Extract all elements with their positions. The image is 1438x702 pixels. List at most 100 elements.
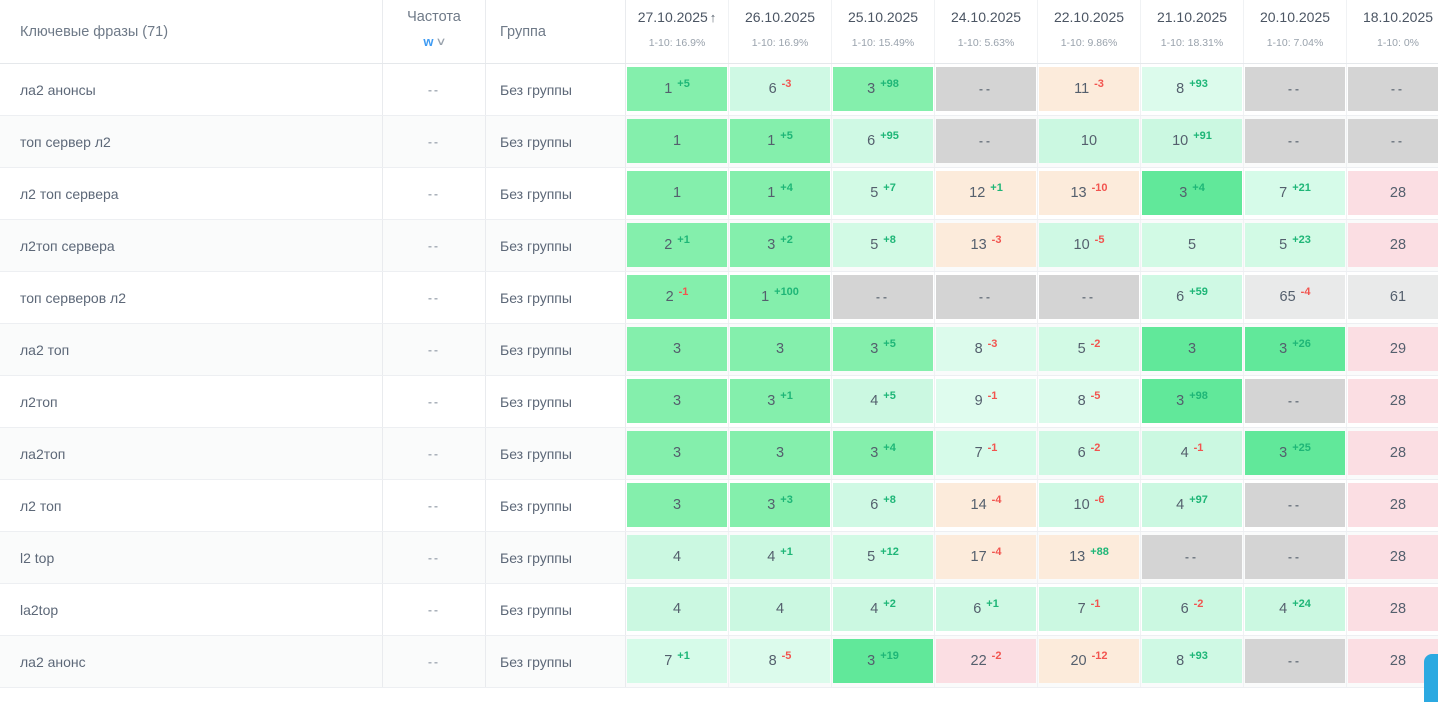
keyword-cell[interactable]: топ сервер л2 [0, 116, 383, 167]
position-cell[interactable]: 17-4 [935, 532, 1038, 583]
position-cell[interactable]: 3+3 [729, 480, 832, 531]
date-column-header[interactable]: 22.10.20251-10: 9.86% [1038, 0, 1141, 63]
position-cell[interactable]: -- [1347, 64, 1438, 115]
position-cell[interactable]: 28 [1347, 168, 1438, 219]
position-cell[interactable]: -- [1038, 272, 1141, 323]
position-cell[interactable]: 3+98 [832, 64, 935, 115]
group-cell[interactable]: Без группы [486, 116, 626, 167]
position-cell[interactable]: 1+100 [729, 272, 832, 323]
group-cell[interactable]: Без группы [486, 376, 626, 427]
position-cell[interactable]: 8+93 [1141, 636, 1244, 687]
group-cell[interactable]: Без группы [486, 428, 626, 479]
position-cell[interactable]: -- [1244, 376, 1347, 427]
position-cell[interactable]: 4 [626, 584, 729, 635]
position-cell[interactable]: 13-10 [1038, 168, 1141, 219]
position-cell[interactable]: -- [1347, 116, 1438, 167]
position-cell[interactable]: 28 [1347, 480, 1438, 531]
position-cell[interactable]: 3 [729, 324, 832, 375]
position-cell[interactable]: 20-12 [1038, 636, 1141, 687]
date-column-header[interactable]: 27.10.2025↑1-10: 16.9% [626, 0, 729, 63]
position-cell[interactable]: 6+95 [832, 116, 935, 167]
position-cell[interactable]: 28 [1347, 584, 1438, 635]
position-cell[interactable]: 3 [626, 480, 729, 531]
keyword-cell[interactable]: la2top [0, 584, 383, 635]
position-cell[interactable]: 10+91 [1141, 116, 1244, 167]
position-cell[interactable]: 6-2 [1141, 584, 1244, 635]
position-cell[interactable]: 22-2 [935, 636, 1038, 687]
group-cell[interactable]: Без группы [486, 636, 626, 687]
position-cell[interactable]: 11-3 [1038, 64, 1141, 115]
position-cell[interactable]: 5 [1141, 220, 1244, 271]
position-cell[interactable]: 5+23 [1244, 220, 1347, 271]
position-cell[interactable]: 2-1 [626, 272, 729, 323]
position-cell[interactable]: -- [832, 272, 935, 323]
position-cell[interactable]: 3+25 [1244, 428, 1347, 479]
position-cell[interactable]: 2+1 [626, 220, 729, 271]
group-column-header[interactable]: Группа [486, 0, 626, 63]
position-cell[interactable]: -- [1141, 532, 1244, 583]
date-column-header[interactable]: 25.10.20251-10: 15.49% [832, 0, 935, 63]
position-cell[interactable]: 61 [1347, 272, 1438, 323]
position-cell[interactable]: 6+1 [935, 584, 1038, 635]
position-cell[interactable]: 13-3 [935, 220, 1038, 271]
position-cell[interactable]: 3 [626, 324, 729, 375]
position-cell[interactable]: 4 [626, 532, 729, 583]
wordstat-filter-label[interactable]: w [423, 34, 433, 49]
position-cell[interactable]: 3 [626, 376, 729, 427]
keyword-cell[interactable]: л2топ [0, 376, 383, 427]
date-column-header[interactable]: 24.10.20251-10: 5.63% [935, 0, 1038, 63]
position-cell[interactable]: 28 [1347, 220, 1438, 271]
keyword-cell[interactable]: ла2 анонс [0, 636, 383, 687]
position-cell[interactable]: 4+24 [1244, 584, 1347, 635]
position-cell[interactable]: 7+21 [1244, 168, 1347, 219]
position-cell[interactable]: 3 [1141, 324, 1244, 375]
position-cell[interactable]: 10-6 [1038, 480, 1141, 531]
group-cell[interactable]: Без группы [486, 532, 626, 583]
keyword-cell[interactable]: л2 топ сервера [0, 168, 383, 219]
position-cell[interactable]: 10-5 [1038, 220, 1141, 271]
position-cell[interactable]: 5+8 [832, 220, 935, 271]
position-cell[interactable]: 9-1 [935, 376, 1038, 427]
position-cell[interactable]: 3+1 [729, 376, 832, 427]
position-cell[interactable]: 8-5 [1038, 376, 1141, 427]
keywords-column-header[interactable]: Ключевые фразы (71) [0, 0, 383, 63]
position-cell[interactable]: 8-5 [729, 636, 832, 687]
position-cell[interactable]: -- [935, 116, 1038, 167]
frequency-type-filter[interactable]: w ∨ [423, 34, 444, 49]
position-cell[interactable]: -- [1244, 64, 1347, 115]
position-cell[interactable]: 1 [626, 116, 729, 167]
position-cell[interactable]: 6-3 [729, 64, 832, 115]
position-cell[interactable]: -- [935, 64, 1038, 115]
position-cell[interactable]: 7-1 [935, 428, 1038, 479]
position-cell[interactable]: 4+2 [832, 584, 935, 635]
position-cell[interactable]: 5+7 [832, 168, 935, 219]
position-cell[interactable]: 4+1 [729, 532, 832, 583]
position-cell[interactable]: 6+8 [832, 480, 935, 531]
keyword-cell[interactable]: л2топ сервера [0, 220, 383, 271]
group-cell[interactable]: Без группы [486, 480, 626, 531]
position-cell[interactable]: 28 [1347, 428, 1438, 479]
group-cell[interactable]: Без группы [486, 324, 626, 375]
keyword-cell[interactable]: топ серверов л2 [0, 272, 383, 323]
position-cell[interactable]: 7+1 [626, 636, 729, 687]
keyword-cell[interactable]: l2 top [0, 532, 383, 583]
group-cell[interactable]: Без группы [486, 168, 626, 219]
group-cell[interactable]: Без группы [486, 64, 626, 115]
position-cell[interactable]: 1+5 [729, 116, 832, 167]
group-cell[interactable]: Без группы [486, 272, 626, 323]
group-cell[interactable]: Без группы [486, 220, 626, 271]
position-cell[interactable]: 3+2 [729, 220, 832, 271]
position-cell[interactable]: 1+5 [626, 64, 729, 115]
position-cell[interactable]: 65-4 [1244, 272, 1347, 323]
keyword-cell[interactable]: ла2 анонсы [0, 64, 383, 115]
position-cell[interactable]: 3+98 [1141, 376, 1244, 427]
position-cell[interactable]: 13+88 [1038, 532, 1141, 583]
position-cell[interactable]: 6-2 [1038, 428, 1141, 479]
position-cell[interactable]: 7-1 [1038, 584, 1141, 635]
date-column-header[interactable]: 18.10.20251-10: 0% [1347, 0, 1438, 63]
keyword-cell[interactable]: л2 топ [0, 480, 383, 531]
position-cell[interactable]: 10 [1038, 116, 1141, 167]
position-cell[interactable]: 28 [1347, 532, 1438, 583]
position-cell[interactable]: 4 [729, 584, 832, 635]
position-cell[interactable]: 1+4 [729, 168, 832, 219]
